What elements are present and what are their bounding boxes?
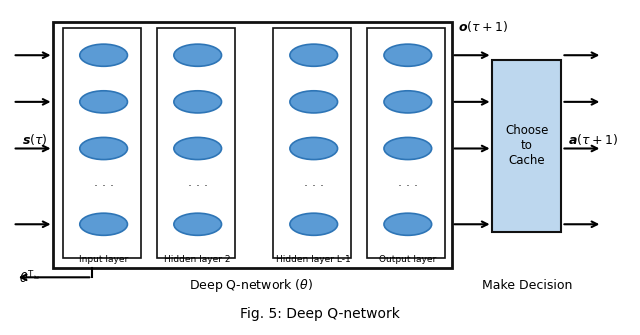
Circle shape xyxy=(384,213,431,236)
Circle shape xyxy=(174,44,221,66)
Text: $\boldsymbol{s}(\tau)$: $\boldsymbol{s}(\tau)$ xyxy=(22,132,48,147)
Circle shape xyxy=(290,137,337,159)
Circle shape xyxy=(174,213,221,236)
Text: Hidden layer L-1: Hidden layer L-1 xyxy=(276,255,351,264)
Text: Make Decision: Make Decision xyxy=(482,279,572,292)
Text: $\boldsymbol{o}(\tau+1)$: $\boldsymbol{o}(\tau+1)$ xyxy=(458,18,508,34)
Text: Fig. 5: Deep Q-network: Fig. 5: Deep Q-network xyxy=(240,307,400,321)
Text: Deep Q-network $(\theta)$: Deep Q-network $(\theta)$ xyxy=(189,277,313,294)
Text: $\boldsymbol{a}(\tau+1)$: $\boldsymbol{a}(\tau+1)$ xyxy=(568,132,618,147)
Bar xyxy=(493,60,561,231)
Circle shape xyxy=(290,91,337,113)
Circle shape xyxy=(80,44,127,66)
Bar xyxy=(157,27,236,258)
Text: Input layer: Input layer xyxy=(79,255,128,264)
Bar xyxy=(273,27,351,258)
Circle shape xyxy=(80,137,127,159)
Circle shape xyxy=(290,44,337,66)
Text: · · ·: · · · xyxy=(398,180,418,193)
Bar xyxy=(367,27,445,258)
Circle shape xyxy=(384,91,431,113)
Text: · · ·: · · · xyxy=(93,180,114,193)
Text: · · ·: · · · xyxy=(188,180,208,193)
Text: Output layer: Output layer xyxy=(379,255,436,264)
Circle shape xyxy=(384,44,431,66)
Text: Choose
to
Cache: Choose to Cache xyxy=(506,124,548,167)
Bar xyxy=(63,27,141,258)
Circle shape xyxy=(174,91,221,113)
Text: · · ·: · · · xyxy=(304,180,324,193)
Circle shape xyxy=(80,213,127,236)
Bar xyxy=(54,22,452,268)
Text: $\theta^{\mathrm{T}_{\mathrm{iu}}}$: $\theta^{\mathrm{T}_{\mathrm{iu}}}$ xyxy=(19,270,40,286)
Circle shape xyxy=(384,137,431,159)
Circle shape xyxy=(290,213,337,236)
Circle shape xyxy=(174,137,221,159)
Text: Hidden layer 2: Hidden layer 2 xyxy=(164,255,231,264)
Circle shape xyxy=(80,91,127,113)
